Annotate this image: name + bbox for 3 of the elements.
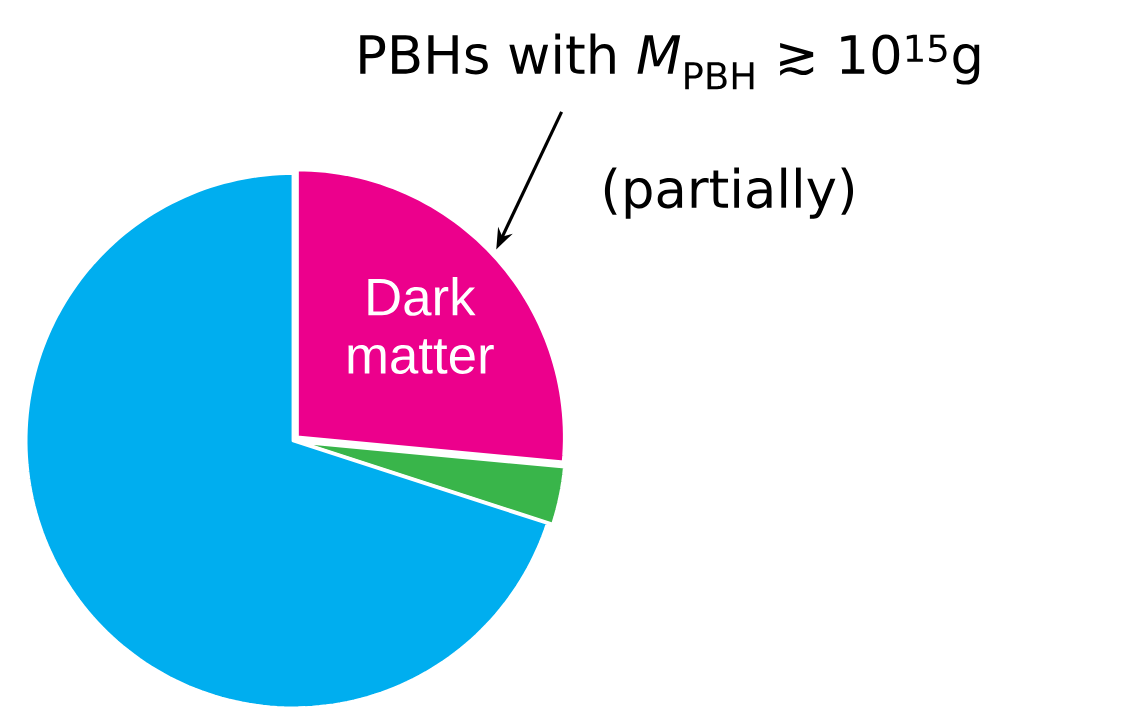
- slice-label: Dark matter: [348, 277, 494, 374]
- text: (partially): [604, 167, 854, 219]
- text: PBHs with M$_{PBH}$ ≳ 10$^{15}$g: [360, 33, 980, 90]
